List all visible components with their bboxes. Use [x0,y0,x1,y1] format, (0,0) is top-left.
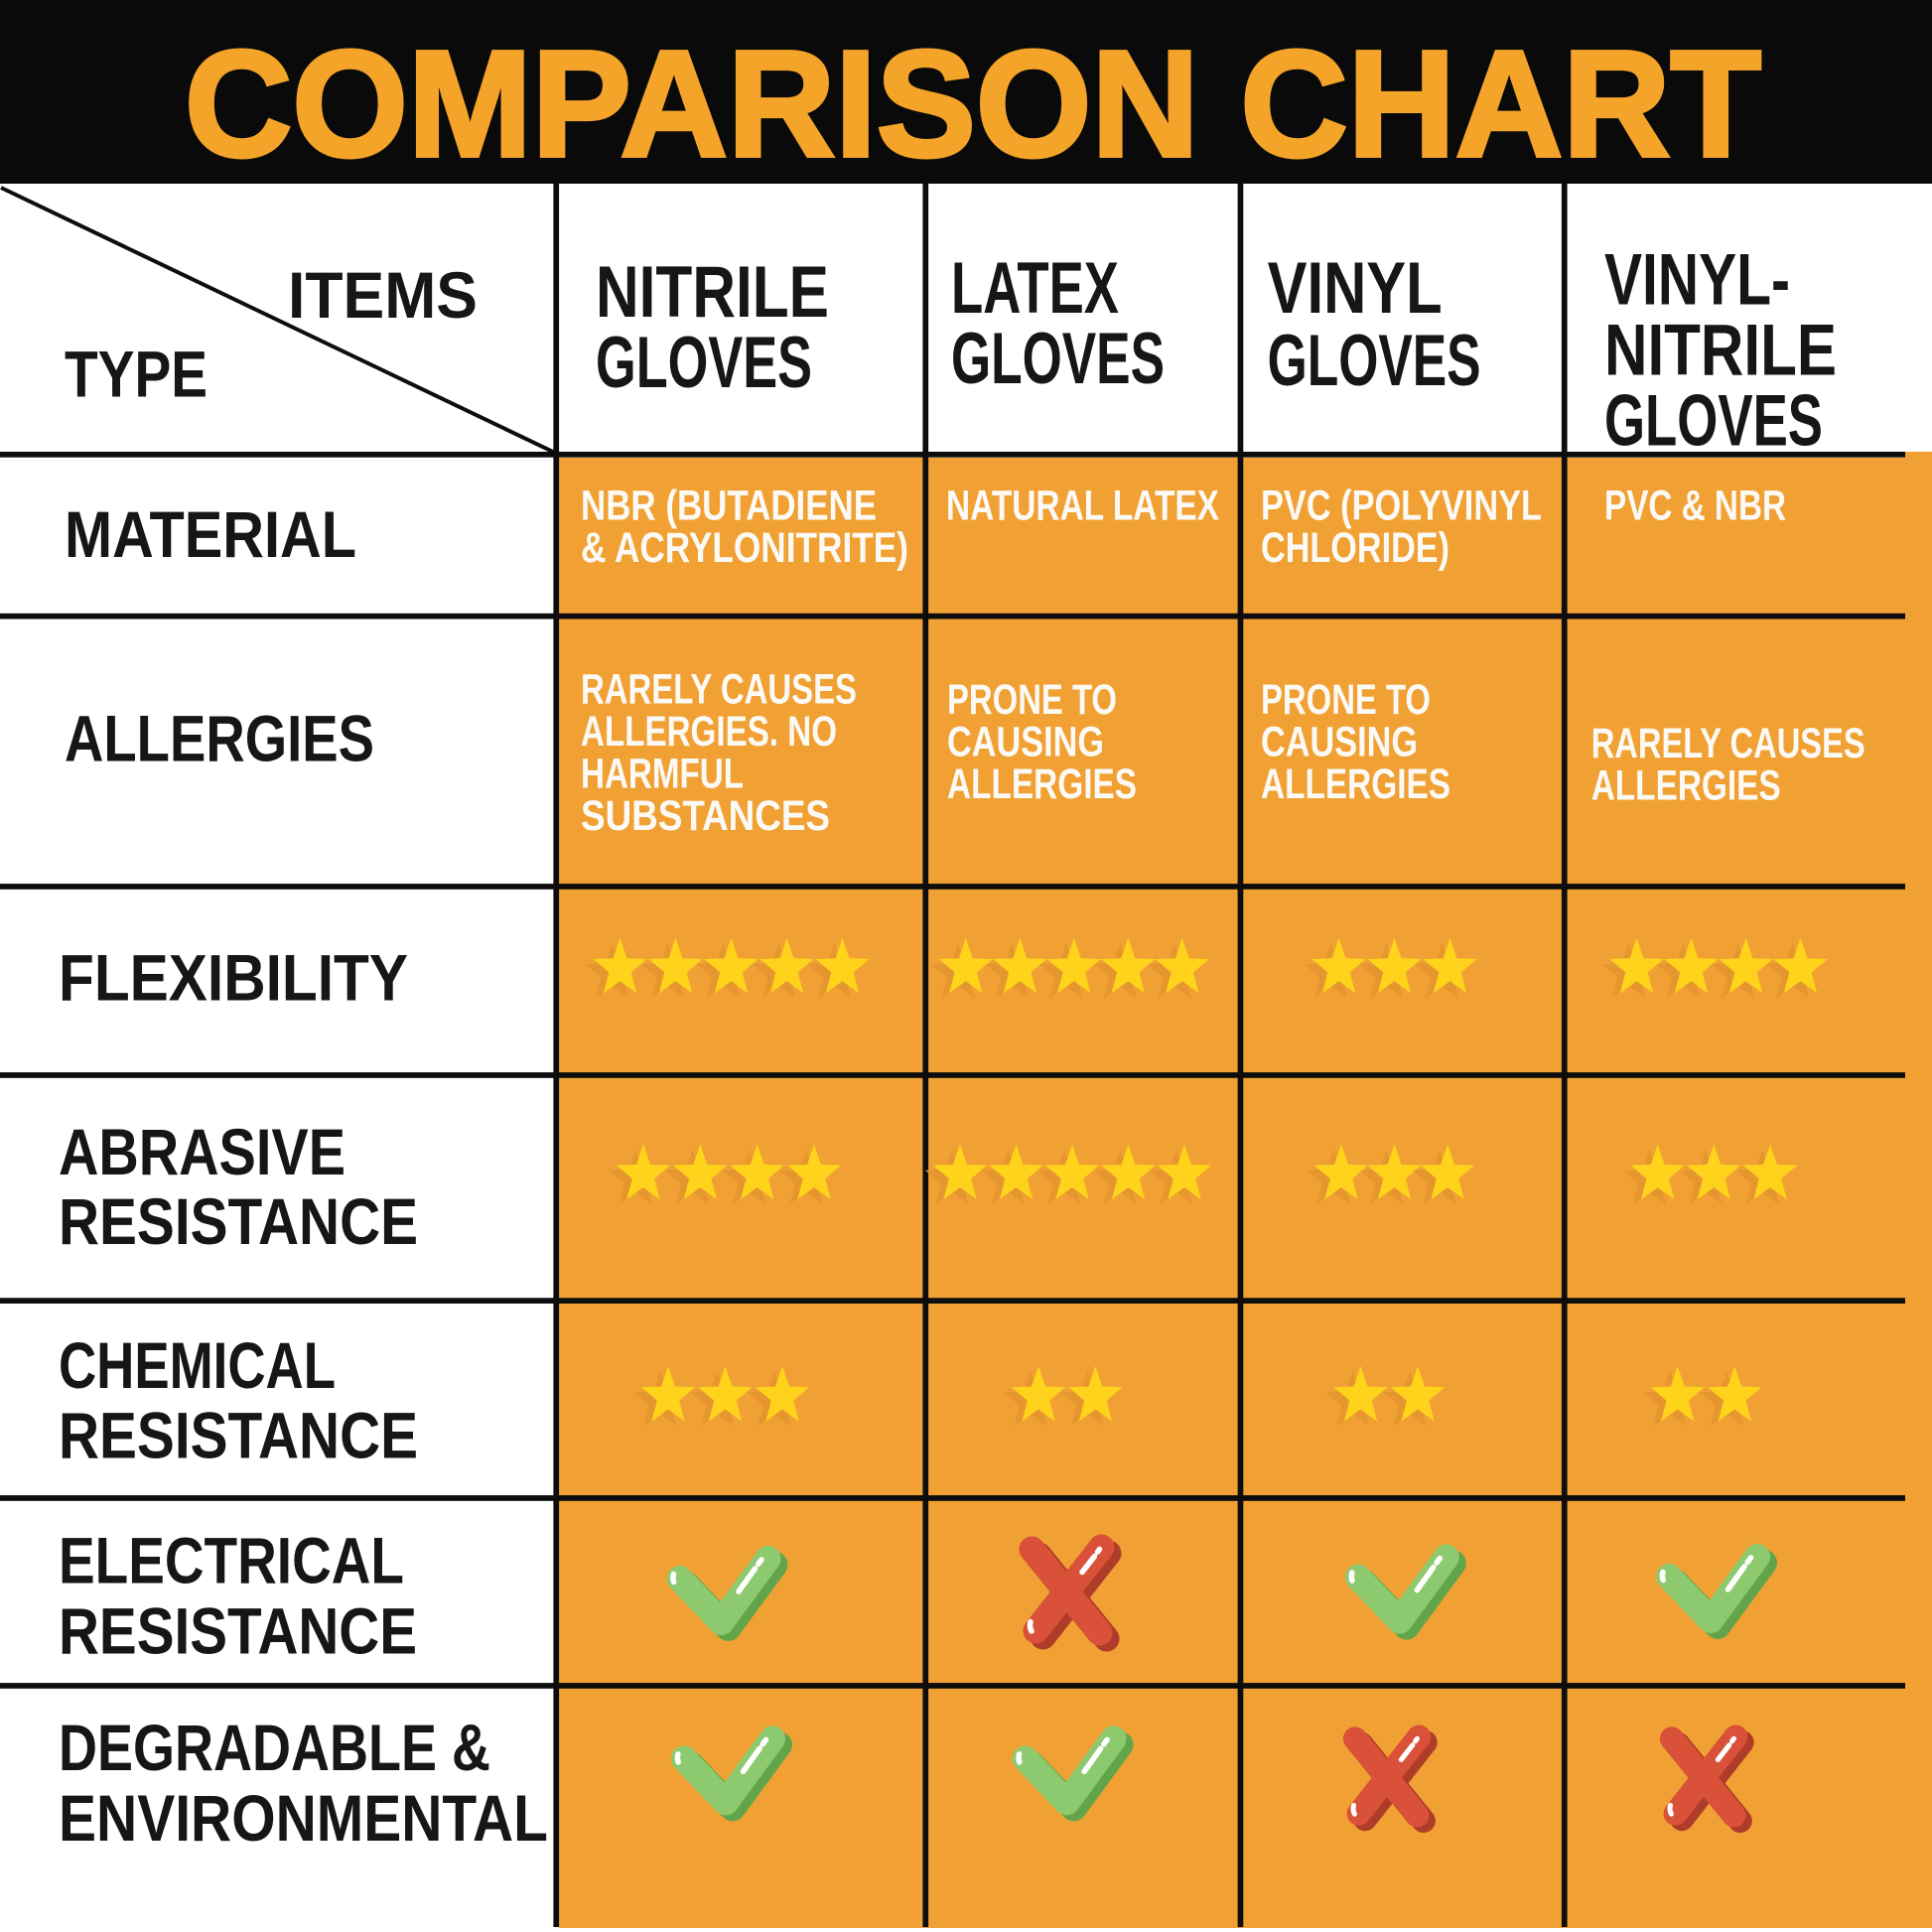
svg-text:ALLERGIES: ALLERGIES [947,760,1137,807]
svg-text:NITRILE: NITRILE [1604,310,1837,391]
svg-text:CHEMICAL: CHEMICAL [59,1329,336,1402]
svg-text:GLOVES: GLOVES [1604,380,1823,462]
svg-text:PVC (POLYVINYL: PVC (POLYVINYL [1261,483,1542,529]
svg-text:LATEX: LATEX [951,247,1119,329]
svg-text:ABRASIVE: ABRASIVE [59,1116,345,1188]
svg-text:DEGRADABLE &: DEGRADABLE & [59,1712,490,1784]
svg-text:ALLERGIES: ALLERGIES [1591,761,1781,808]
svg-text:RESISTANCE: RESISTANCE [59,1399,418,1471]
svg-text:RESISTANCE: RESISTANCE [59,1595,417,1668]
svg-text:SUBSTANCES: SUBSTANCES [581,792,830,839]
svg-text:PVC & NBR: PVC & NBR [1604,483,1786,529]
svg-text:ELECTRICAL: ELECTRICAL [59,1525,404,1597]
svg-text:PRONE TO: PRONE TO [947,676,1117,723]
svg-text:VINYL-: VINYL- [1604,238,1790,320]
svg-text:VINYL: VINYL [1268,247,1443,329]
svg-text:PRONE TO: PRONE TO [1261,676,1431,723]
svg-text:RARELY CAUSES: RARELY CAUSES [1591,720,1865,766]
svg-text:ALLERGIES: ALLERGIES [65,703,374,775]
svg-text:CAUSING: CAUSING [947,719,1104,765]
svg-text:RESISTANCE: RESISTANCE [59,1185,418,1258]
svg-text:ITEMS: ITEMS [288,259,478,332]
svg-text:FLEXIBILITY: FLEXIBILITY [59,942,408,1015]
svg-text:RARELY CAUSES: RARELY CAUSES [581,666,857,713]
svg-text:COMPARISON CHART: COMPARISON CHART [185,20,1761,189]
svg-text:ALLERGIES. NO: ALLERGIES. NO [581,708,837,755]
svg-text:ENVIRONMENTAL: ENVIRONMENTAL [59,1782,548,1855]
svg-text:NITRILE: NITRILE [596,251,829,333]
svg-text:& ACRYLONITRITE): & ACRYLONITRITE) [581,524,908,571]
svg-text:GLOVES: GLOVES [596,322,812,403]
svg-text:NBR (BUTADIENE: NBR (BUTADIENE [581,483,877,529]
svg-text:GLOVES: GLOVES [1268,320,1481,401]
svg-text:ALLERGIES: ALLERGIES [1261,760,1450,807]
svg-text:TYPE: TYPE [65,339,207,411]
svg-text:HARMFUL: HARMFUL [581,750,744,796]
svg-text:CHLORIDE): CHLORIDE) [1261,524,1449,571]
svg-text:GLOVES: GLOVES [951,318,1165,399]
svg-text:CAUSING: CAUSING [1261,719,1418,765]
svg-text:NATURAL LATEX: NATURAL LATEX [946,483,1219,529]
svg-text:MATERIAL: MATERIAL [65,498,356,571]
